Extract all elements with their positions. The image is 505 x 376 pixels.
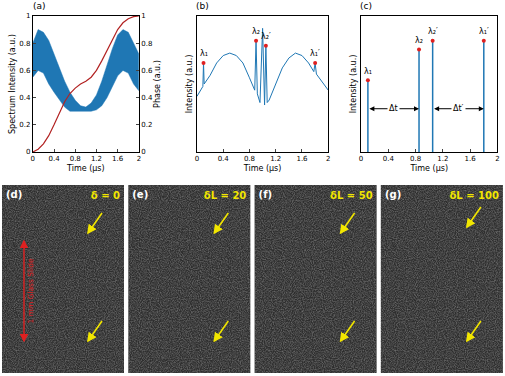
svg-text:2: 2 (137, 155, 141, 163)
svg-text:Intensity (a.u.): Intensity (a.u.) (349, 55, 358, 114)
svg-text:λ₂: λ₂ (252, 27, 260, 36)
svg-text:(c): (c) (360, 1, 372, 11)
svg-text:0.4: 0.4 (19, 94, 31, 102)
svg-text:Time (μs): Time (μs) (243, 164, 282, 173)
svg-text:0: 0 (195, 155, 199, 163)
svg-text:0.8: 0.8 (410, 155, 421, 163)
svg-text:δ = 0: δ = 0 (91, 190, 120, 201)
svg-text:(g): (g) (385, 189, 401, 200)
svg-text:0.6: 0.6 (19, 67, 31, 75)
svg-text:0: 0 (26, 148, 30, 156)
svg-text:λ₂′: λ₂′ (261, 32, 271, 41)
svg-text:(e): (e) (132, 189, 148, 200)
svg-text:δL = 50: δL = 50 (330, 190, 373, 201)
svg-text:λ₂: λ₂ (415, 36, 423, 45)
svg-text:(d): (d) (6, 189, 22, 200)
svg-text:δL = 20: δL = 20 (204, 190, 247, 201)
svg-text:0.4: 0.4 (141, 94, 153, 102)
svg-text:0.8: 0.8 (141, 40, 152, 48)
svg-text:0.2: 0.2 (141, 121, 152, 129)
svg-text:1.6: 1.6 (465, 155, 477, 163)
svg-text:λ₂′: λ₂′ (428, 27, 438, 36)
svg-text:2: 2 (326, 155, 330, 163)
svg-text:0.4: 0.4 (218, 155, 230, 163)
svg-text:0.8: 0.8 (244, 155, 255, 163)
svg-text:1.2: 1.2 (270, 155, 281, 163)
svg-text:δL = 100: δL = 100 (449, 190, 499, 201)
svg-text:0.2: 0.2 (19, 121, 30, 129)
svg-text:0.6: 0.6 (141, 67, 153, 75)
svg-text:λ₁: λ₁ (364, 67, 372, 76)
svg-text:0.4: 0.4 (383, 155, 395, 163)
svg-text:0.8: 0.8 (70, 155, 81, 163)
svg-text:(a): (a) (33, 1, 46, 11)
svg-text:Phase (a.u.): Phase (a.u.) (153, 60, 162, 108)
svg-text:λ₁′: λ₁′ (479, 27, 489, 36)
svg-text:2: 2 (495, 155, 499, 163)
svg-text:λ₁: λ₁ (200, 49, 208, 58)
svg-text:Δt′: Δt′ (453, 104, 464, 113)
svg-text:0.8: 0.8 (19, 40, 30, 48)
svg-text:Spectrum Intensity (a.u.): Spectrum Intensity (a.u.) (8, 34, 17, 134)
svg-text:0: 0 (31, 155, 35, 163)
svg-text:1: 1 (141, 12, 145, 20)
svg-text:(b): (b) (196, 1, 209, 11)
svg-text:1.2: 1.2 (91, 155, 102, 163)
svg-text:1.6: 1.6 (112, 155, 124, 163)
svg-text:Time (μs): Time (μs) (66, 164, 105, 173)
svg-text:1.6: 1.6 (296, 155, 308, 163)
svg-text:Δt: Δt (389, 104, 398, 113)
svg-text:1.2: 1.2 (437, 155, 448, 163)
svg-text:1: 1 (26, 12, 30, 20)
svg-text:λ₁′: λ₁′ (310, 49, 320, 58)
svg-text:0.4: 0.4 (48, 155, 60, 163)
svg-text:1 mm Glass Slide: 1 mm Glass Slide (26, 258, 35, 324)
svg-text:(f): (f) (259, 189, 273, 200)
svg-text:Intensity (a.u.): Intensity (a.u.) (185, 55, 194, 114)
svg-text:0: 0 (141, 148, 145, 156)
svg-text:0: 0 (359, 155, 363, 163)
svg-text:Time (μs): Time (μs) (409, 164, 448, 173)
